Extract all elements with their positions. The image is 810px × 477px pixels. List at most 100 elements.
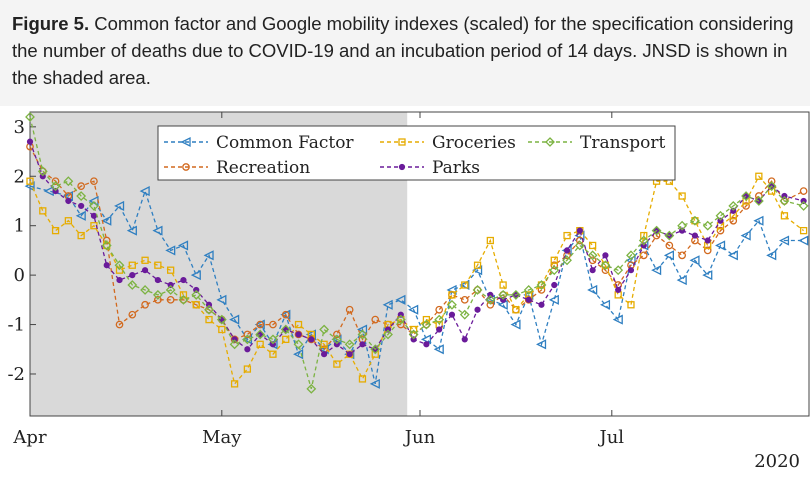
- data-point-recreation: [90, 177, 98, 186]
- data-point-groceries: [179, 291, 188, 299]
- data-point-recreation: [166, 295, 175, 304]
- data-point-transport: [459, 309, 470, 320]
- data-point-common-factor: [548, 294, 559, 305]
- data-point-parks: [717, 217, 724, 224]
- data-point-parks: [800, 197, 807, 205]
- data-point-transport: [421, 319, 432, 330]
- legend-marker-parks: [398, 163, 406, 171]
- data-point-transport: [587, 250, 598, 261]
- data-point-groceries: [64, 217, 73, 225]
- data-point-recreation: [742, 202, 750, 210]
- data-point-common-factor: [101, 215, 112, 226]
- data-point-groceries: [550, 256, 558, 264]
- data-point-transport: [741, 191, 751, 201]
- data-point-groceries: [39, 207, 47, 215]
- data-point-recreation: [243, 330, 252, 339]
- data-point-common-factor: [740, 230, 751, 241]
- data-point-recreation: [524, 295, 533, 304]
- data-point-transport: [178, 294, 189, 305]
- data-point-common-factor: [139, 186, 150, 197]
- data-point-transport: [191, 289, 202, 300]
- data-point-transport: [76, 191, 87, 201]
- caption-text: Common factor and Google mobility indexe…: [12, 13, 794, 88]
- data-point-groceries: [128, 261, 136, 269]
- series-line-recreation: [29, 146, 804, 351]
- data-point-groceries: [627, 301, 635, 309]
- data-point-groceries: [115, 266, 124, 274]
- data-point-recreation: [51, 177, 60, 186]
- data-point-parks: [346, 351, 353, 358]
- data-point-recreation: [345, 305, 354, 314]
- data-point-common-factor: [114, 200, 125, 211]
- data-point-parks: [563, 247, 571, 254]
- legend-label-parks: Parks: [432, 158, 480, 178]
- y-tick-label: 0: [14, 265, 25, 286]
- data-point-parks: [538, 301, 545, 308]
- data-point-common-factor: [689, 255, 700, 266]
- data-point-transport: [331, 334, 342, 345]
- data-point-common-factor: [459, 279, 470, 291]
- data-point-parks: [78, 202, 85, 210]
- data-point-groceries: [588, 241, 597, 250]
- data-point-parks: [26, 138, 34, 145]
- data-point-transport: [651, 225, 662, 236]
- data-point-transport: [472, 285, 483, 295]
- data-point-transport: [242, 334, 253, 345]
- data-point-groceries: [499, 281, 507, 289]
- data-point-transport: [63, 176, 74, 187]
- data-point-common-factor: [254, 319, 265, 330]
- data-point-groceries: [77, 231, 85, 240]
- data-point-parks: [551, 281, 558, 289]
- data-point-groceries: [755, 172, 763, 180]
- data-point-common-factor: [727, 250, 738, 261]
- data-point-groceries: [691, 217, 699, 225]
- data-point-recreation: [230, 335, 239, 344]
- x-tick-label: Jul: [598, 427, 625, 448]
- data-point-transport: [152, 289, 163, 300]
- data-point-parks: [39, 173, 46, 180]
- legend-box: [157, 125, 676, 181]
- data-point-groceries: [320, 340, 328, 348]
- data-point-common-factor: [165, 245, 176, 256]
- data-point-transport: [766, 181, 777, 192]
- data-point-transport: [549, 265, 560, 276]
- data-point-transport: [677, 220, 688, 231]
- data-point-parks: [679, 227, 686, 234]
- data-point-recreation: [703, 246, 712, 255]
- legend-marker-common-factor: [180, 136, 191, 148]
- y-tick-label: -2: [7, 364, 25, 385]
- data-point-common-factor: [599, 299, 611, 310]
- data-point-parks: [52, 187, 59, 195]
- data-point-common-factor: [126, 225, 137, 236]
- data-point-parks: [308, 336, 315, 343]
- data-point-parks: [154, 276, 161, 284]
- data-point-recreation: [729, 216, 738, 225]
- data-point-groceries: [409, 325, 418, 334]
- data-point-transport: [344, 339, 355, 350]
- data-point-recreation: [601, 266, 610, 275]
- mobility-chart: 3 2 1 0 -1 -2 Apr May Jun Jul 2020 Common Factor Gro…: [7, 111, 810, 472]
- data-point-transport: [798, 200, 809, 211]
- data-point-common-factor: [433, 344, 444, 355]
- data-point-transport: [523, 285, 534, 295]
- year-label: 2020: [754, 451, 800, 472]
- data-point-recreation: [256, 320, 265, 329]
- data-point-transport: [395, 314, 406, 325]
- data-point-groceries: [230, 380, 239, 388]
- data-point-parks: [65, 197, 72, 205]
- data-point-transport: [255, 329, 266, 340]
- data-point-groceries: [205, 315, 213, 324]
- legend-label-groceries: Groceries: [432, 133, 516, 153]
- data-point-parks: [487, 291, 494, 298]
- data-point-common-factor: [382, 299, 393, 310]
- x-tick-label: Jun: [403, 427, 436, 448]
- data-point-common-factor: [75, 210, 86, 221]
- data-point-transport: [434, 314, 445, 325]
- data-point-parks: [627, 267, 635, 274]
- data-point-common-factor: [203, 250, 214, 261]
- data-point-parks: [397, 311, 404, 318]
- data-point-common-factor: [216, 294, 227, 305]
- data-point-transport: [408, 329, 419, 340]
- data-point-groceries: [141, 256, 149, 264]
- y-tick-label: 3: [14, 117, 25, 138]
